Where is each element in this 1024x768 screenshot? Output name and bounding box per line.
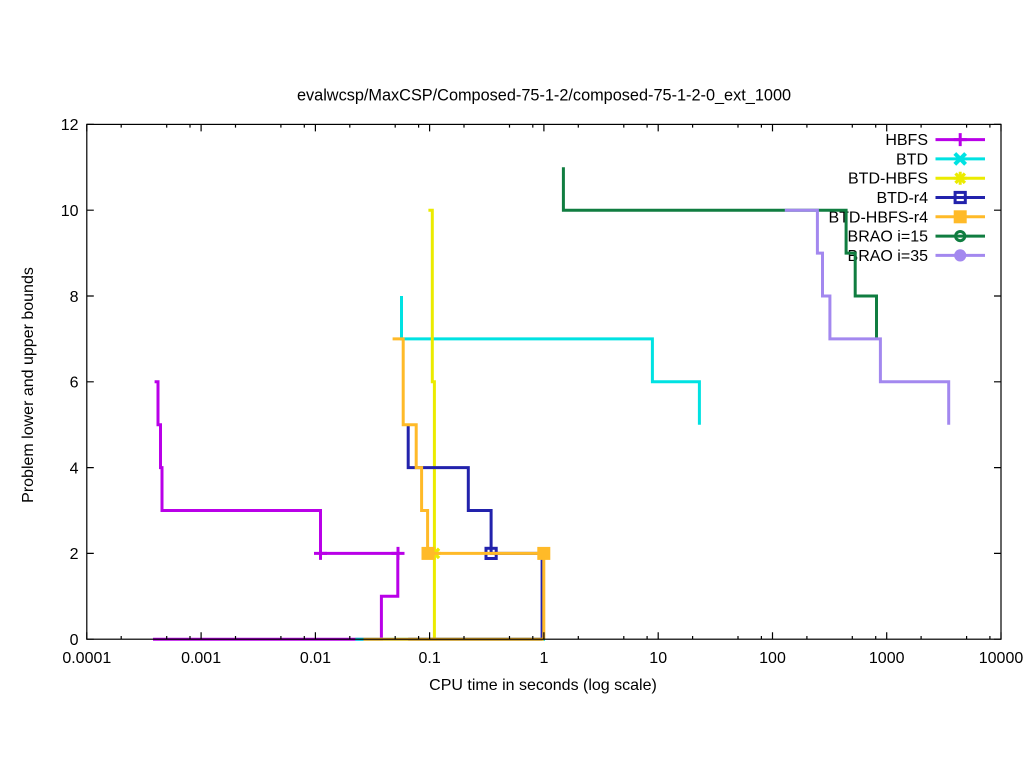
svg-text:CPU time in seconds (log scale: CPU time in seconds (log scale)	[429, 677, 657, 694]
svg-text:evalwcsp/MaxCSP/Composed-75-1-: evalwcsp/MaxCSP/Composed-75-1-2/composed…	[297, 87, 791, 105]
svg-text:0.01: 0.01	[300, 650, 331, 667]
svg-text:6: 6	[70, 375, 79, 392]
svg-text:0.001: 0.001	[181, 650, 221, 667]
svg-text:BTD: BTD	[896, 151, 928, 168]
svg-text:BTD-HBFS-r4: BTD-HBFS-r4	[828, 209, 928, 226]
svg-text:1000: 1000	[869, 650, 905, 667]
svg-text:0.1: 0.1	[418, 650, 440, 667]
svg-text:10000: 10000	[979, 650, 1024, 667]
svg-text:12: 12	[61, 117, 79, 134]
svg-text:4: 4	[70, 460, 79, 477]
svg-text:0: 0	[70, 632, 79, 649]
svg-text:100: 100	[759, 650, 786, 667]
svg-text:BTD-r4: BTD-r4	[876, 190, 928, 207]
svg-text:BTD-HBFS: BTD-HBFS	[848, 171, 928, 188]
svg-text:10: 10	[649, 650, 667, 667]
svg-text:BRAO i=35: BRAO i=35	[848, 248, 929, 265]
svg-text:2: 2	[70, 546, 79, 563]
svg-text:Problem lower and upper bounds: Problem lower and upper bounds	[20, 267, 37, 503]
svg-text:10: 10	[61, 203, 79, 220]
svg-text:1: 1	[539, 650, 548, 667]
svg-text:BRAO i=15: BRAO i=15	[848, 229, 929, 246]
svg-text:HBFS: HBFS	[885, 132, 928, 149]
svg-text:8: 8	[70, 289, 79, 306]
svg-text:0.0001: 0.0001	[62, 650, 111, 667]
